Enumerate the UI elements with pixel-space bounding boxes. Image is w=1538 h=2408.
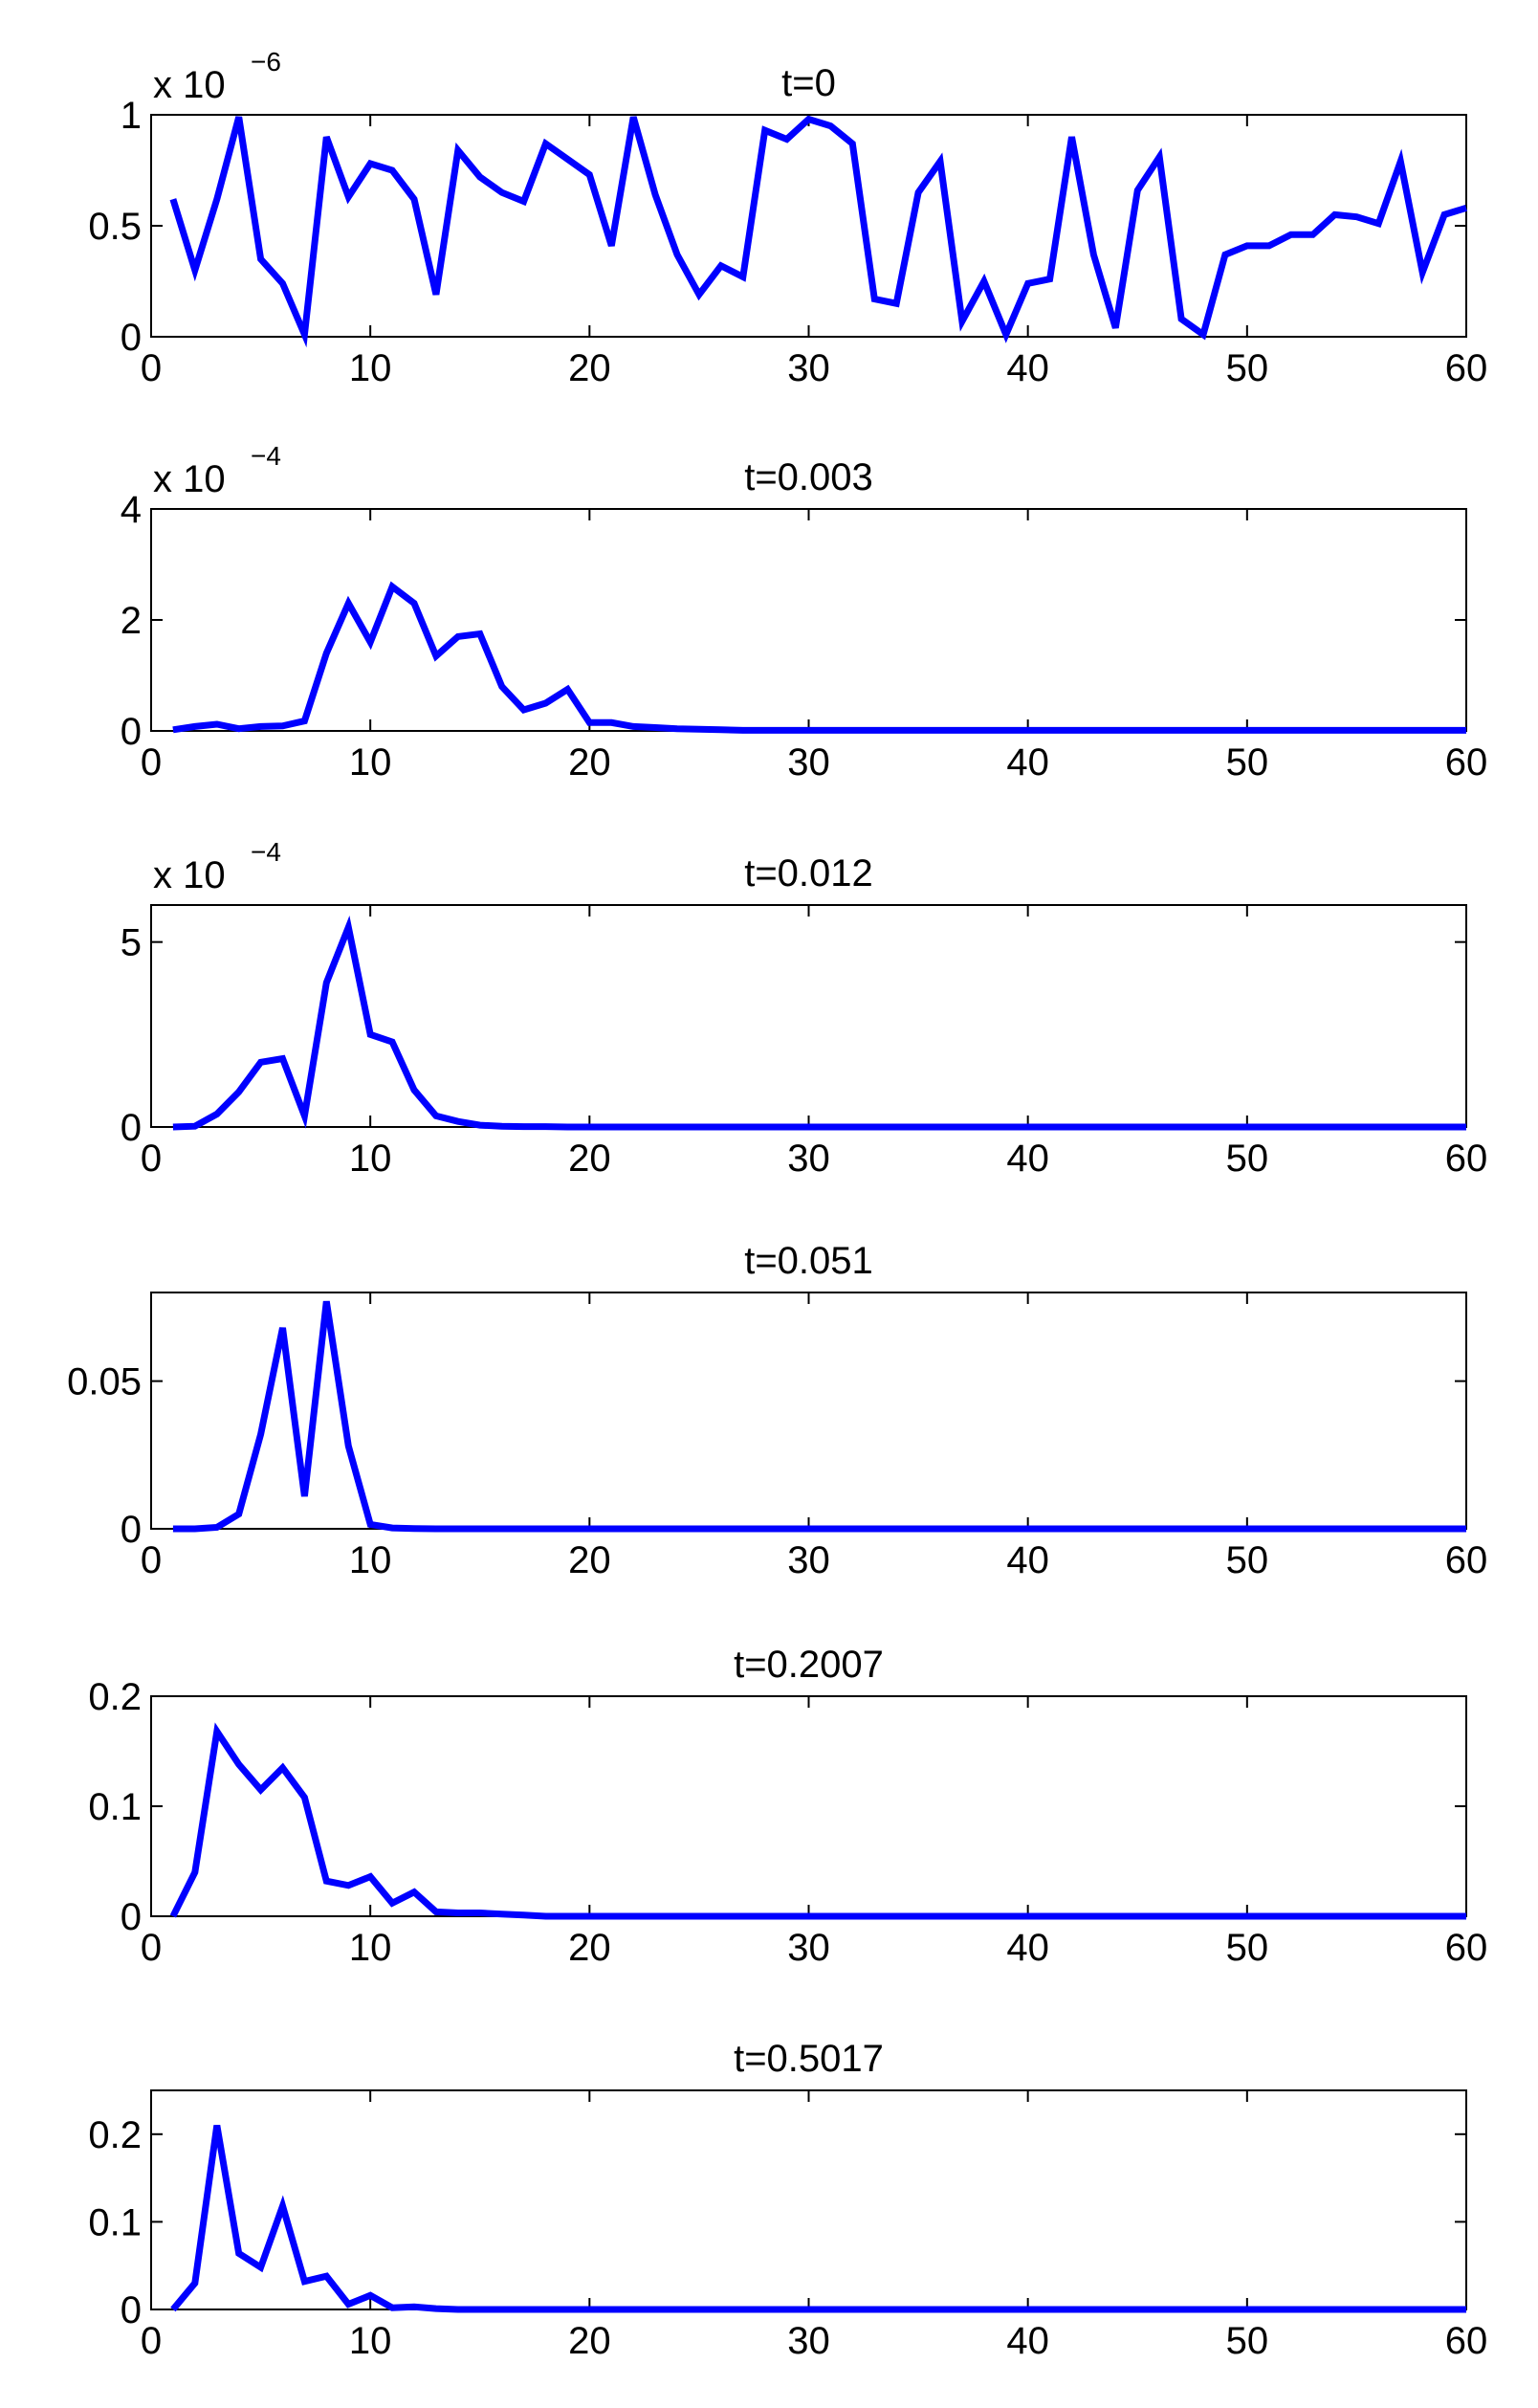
y-tick-label: 0.2 <box>88 1676 142 1718</box>
y-tick-label: 0 <box>121 1896 142 1938</box>
y-tick-label: 1 <box>121 95 142 137</box>
x-tick-label: 60 <box>1445 347 1488 389</box>
x-tick-label: 60 <box>1445 2320 1488 2362</box>
series-line <box>169 115 1468 348</box>
subplot-4: t=0.051 0 10 20 30 40 50 60 0 0.05 <box>67 1240 1487 1581</box>
x-tick-label: 10 <box>349 1539 392 1581</box>
x-tick-label: 0 <box>141 1539 162 1581</box>
x-tick-label: 30 <box>787 347 830 389</box>
x-tick-label: 10 <box>349 741 392 784</box>
x-tick-label: 0 <box>141 347 162 389</box>
x-tick-label: 20 <box>568 1138 611 1180</box>
x-tick-label: 0 <box>141 741 162 784</box>
y-multiplier-exponent: −4 <box>251 441 281 471</box>
series-line <box>169 1722 1466 1920</box>
y-tick-label: 0 <box>121 711 142 753</box>
subplot-5: t=0.2007 0 10 20 30 40 50 60 0 0.1 0.2 <box>88 1644 1487 1969</box>
x-tick-label: 40 <box>1006 1927 1049 1969</box>
x-tick-label: 60 <box>1445 1539 1488 1581</box>
axes-frame <box>150 2089 1467 2310</box>
x-tick-label: 60 <box>1445 1138 1488 1180</box>
y-multiplier-exponent: −6 <box>251 47 281 77</box>
x-tick-label: 30 <box>787 1927 830 1969</box>
chart-title: t=0.2007 <box>734 1644 884 1686</box>
x-tick-label: 10 <box>349 1138 392 1180</box>
subplot-2: t=0.003 0 10 20 30 40 50 60 0 2 4 x 10 −4 <box>121 441 1488 784</box>
y-multiplier-base: x 10 <box>153 854 226 896</box>
x-tick-label: 0 <box>141 1138 162 1180</box>
x-tick-label: 20 <box>568 1539 611 1581</box>
y-tick-label: 0.5 <box>88 206 142 248</box>
y-tick-label: 4 <box>121 489 142 531</box>
x-tick-label: 40 <box>1006 347 1049 389</box>
series-line <box>172 581 1466 734</box>
y-tick-label: 0.1 <box>88 1786 142 1828</box>
x-tick-label: 50 <box>1226 1927 1269 1969</box>
y-tick-label: 2 <box>121 600 142 642</box>
y-tick-label: 0.05 <box>67 1361 142 1403</box>
x-tick-label: 40 <box>1006 2320 1049 2362</box>
chart-title: t=0.012 <box>744 852 873 895</box>
x-tick-label: 10 <box>349 2320 392 2362</box>
chart-title: t=0 <box>781 62 836 104</box>
x-tick-label: 10 <box>349 1927 392 1969</box>
x-tick-label: 40 <box>1006 1138 1049 1180</box>
x-tick-label: 30 <box>787 1138 830 1180</box>
series-line <box>172 915 1466 1131</box>
x-tick-label: 50 <box>1226 741 1269 784</box>
y-tick-label: 0 <box>121 1509 142 1551</box>
x-tick-label: 50 <box>1226 2320 1269 2362</box>
x-tick-label: 10 <box>349 347 392 389</box>
x-tick-label: 60 <box>1445 1927 1488 1969</box>
x-tick-label: 40 <box>1006 1539 1049 1581</box>
x-tick-label: 60 <box>1445 741 1488 784</box>
x-tick-label: 30 <box>787 741 830 784</box>
y-tick-label: 0 <box>121 317 142 359</box>
y-tick-label: 0 <box>121 1107 142 1149</box>
y-multiplier-exponent: −4 <box>251 837 281 867</box>
subplot-3: t=0.012 0 10 20 30 40 50 60 0 5 x 10 −4 <box>121 837 1488 1180</box>
subplot-6: t=0.5017 0 10 20 30 40 50 60 0 0.1 0.2 <box>88 2038 1487 2362</box>
y-multiplier-base: x 10 <box>153 458 226 500</box>
y-multiplier-base: x 10 <box>153 64 226 106</box>
x-tick-label: 20 <box>568 2320 611 2362</box>
x-tick-label: 30 <box>787 1539 830 1581</box>
chart-title: t=0.5017 <box>734 2038 884 2080</box>
x-tick-label: 0 <box>141 1927 162 1969</box>
axes-frame <box>150 1292 1467 1530</box>
subplot-1: t=0 0 10 20 30 40 50 60 0 0.5 1 x 10 −6 <box>88 47 1487 389</box>
x-tick-label: 40 <box>1006 741 1049 784</box>
x-tick-label: 50 <box>1226 1539 1269 1581</box>
x-tick-label: 50 <box>1226 347 1269 389</box>
x-tick-label: 0 <box>141 2320 162 2362</box>
x-tick-label: 20 <box>568 1927 611 1969</box>
x-tick-label: 30 <box>787 2320 830 2362</box>
y-tick-label: 5 <box>121 922 142 964</box>
series-line <box>170 2125 1466 2313</box>
x-tick-label: 20 <box>568 741 611 784</box>
series-line <box>172 1300 1466 1533</box>
y-tick-label: 0.2 <box>88 2114 142 2156</box>
y-tick-label: 0 <box>121 2289 142 2331</box>
x-tick-label: 20 <box>568 347 611 389</box>
chart-title: t=0.003 <box>744 456 873 498</box>
y-tick-label: 0.1 <box>88 2201 142 2243</box>
chart-title: t=0.051 <box>744 1240 873 1282</box>
x-tick-label: 50 <box>1226 1138 1269 1180</box>
axes-frame <box>150 114 1467 338</box>
axes-frame <box>150 508 1467 732</box>
